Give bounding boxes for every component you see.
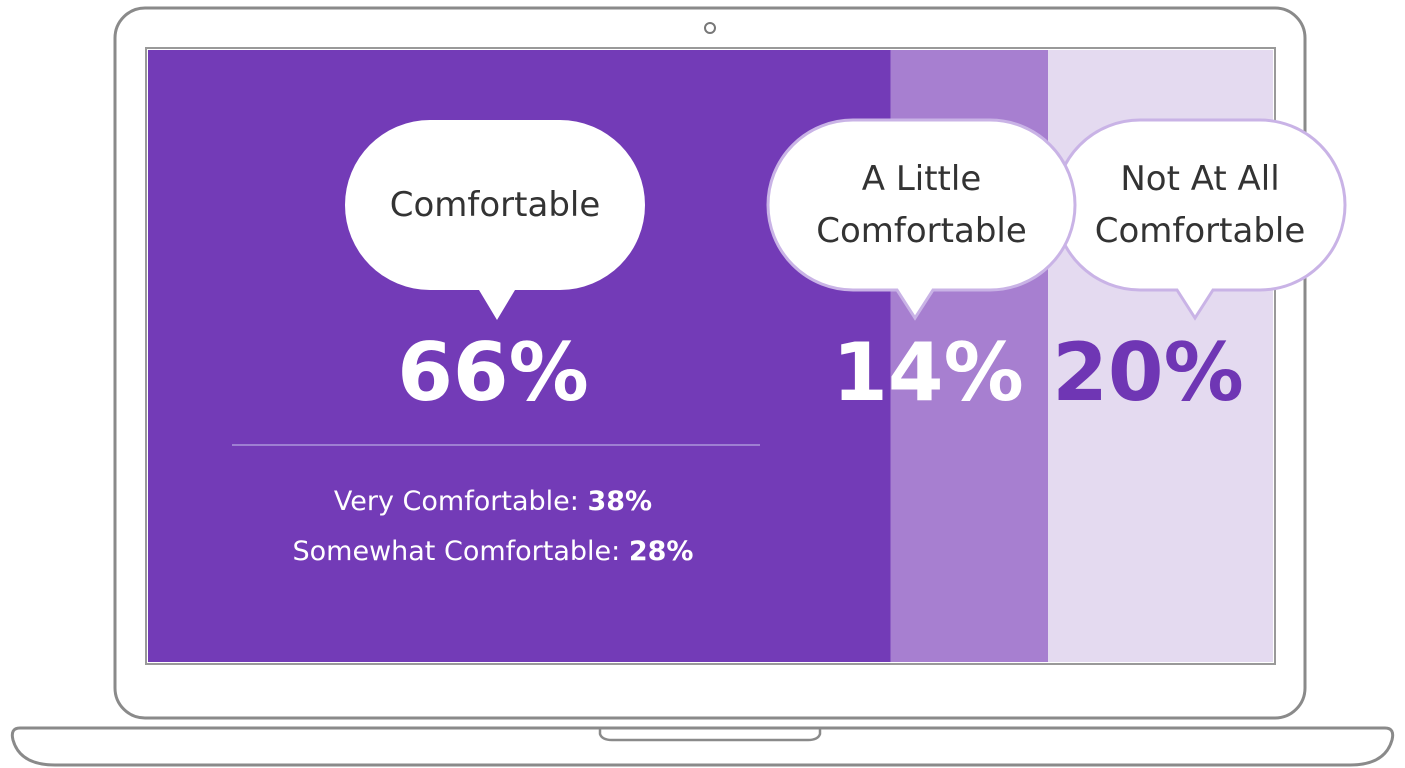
value-label: 14%: [832, 326, 1024, 419]
laptop-notch: [598, 728, 822, 742]
laptop-base: [10, 726, 1395, 767]
legend-label: Comfortable: [389, 185, 601, 225]
breakdown-row: Very Comfortable: 38%: [148, 486, 838, 517]
breakdown-value: 38%: [587, 486, 653, 517]
breakdown-name: Very Comfortable:: [333, 486, 579, 517]
value-label: 66%: [397, 326, 589, 419]
screen-frame: [145, 47, 1276, 665]
speech-bubble: [345, 120, 645, 320]
legend-label: Not At All Comfortable: [1094, 159, 1306, 251]
breakdown-value: 28%: [628, 536, 694, 567]
breakdown-row: Somewhat Comfortable: 28%: [148, 536, 838, 567]
bubbles: [345, 118, 1347, 321]
camera: [704, 22, 716, 34]
value-label: 20%: [1052, 326, 1244, 419]
legend-label: A Little Comfortable: [816, 159, 1027, 251]
breakdown-name: Somewhat Comfortable:: [292, 536, 621, 567]
speech-bubble: [766, 118, 1077, 321]
